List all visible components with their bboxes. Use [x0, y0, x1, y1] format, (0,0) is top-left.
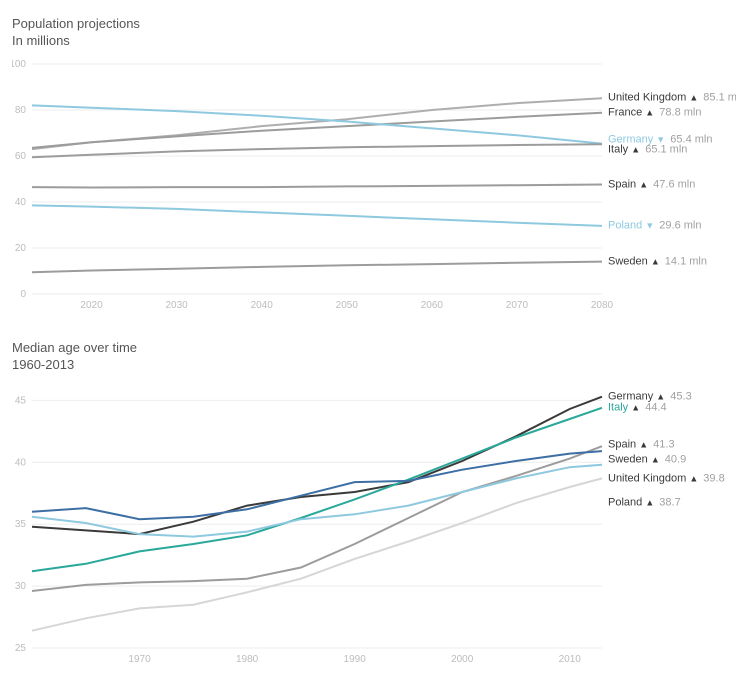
svg-text:2060: 2060 [421, 300, 444, 311]
svg-text:20: 20 [15, 243, 27, 254]
series-line [32, 408, 602, 571]
svg-text:45: 45 [15, 395, 27, 406]
chart-subtitle: In millions [12, 33, 736, 48]
svg-text:40: 40 [15, 457, 27, 468]
chart-plot: 253035404519701980199020002010Germany ▲ … [12, 378, 724, 678]
chart-svg: 25 30 35 40 45 1970 1980 1990 2000 2010 [12, 378, 724, 678]
chart-subtitle: 1960-2013 [12, 357, 736, 372]
svg-text:2000: 2000 [451, 654, 474, 665]
series-line [32, 98, 602, 149]
svg-text:2020: 2020 [80, 300, 103, 311]
series-line [32, 185, 602, 188]
svg-text:2030: 2030 [166, 300, 189, 311]
series-line [32, 451, 602, 519]
svg-text:2050: 2050 [336, 300, 359, 311]
svg-text:25: 25 [15, 643, 27, 654]
svg-text:30: 30 [15, 581, 27, 592]
svg-text:80: 80 [15, 105, 27, 116]
chart-title: Population projections [12, 16, 736, 31]
population-projections-chart: Population projections In millions 02040… [0, 0, 736, 324]
svg-text:100: 100 [12, 59, 26, 70]
series-line [32, 397, 602, 534]
series-line [32, 105, 602, 143]
svg-text:60: 60 [15, 151, 27, 162]
svg-text:1980: 1980 [236, 654, 259, 665]
svg-text:0: 0 [20, 289, 26, 300]
series-line [32, 113, 602, 148]
median-age-chart: Median age over time 1960-2013 25 30 35 40 4… [0, 324, 736, 678]
svg-text:35: 35 [15, 519, 27, 530]
svg-text:40: 40 [15, 197, 27, 208]
series-line [32, 205, 602, 226]
svg-text:2010: 2010 [559, 654, 582, 665]
chart-plot: 0204060801002020203020402050206020702080… [12, 54, 724, 324]
series-line [32, 478, 602, 630]
chart-title: Median age over time [12, 340, 736, 355]
svg-text:1990: 1990 [344, 654, 367, 665]
series-line [32, 262, 602, 273]
svg-text:1970: 1970 [128, 654, 151, 665]
svg-text:2040: 2040 [251, 300, 274, 311]
svg-text:2070: 2070 [506, 300, 529, 311]
series-line [32, 144, 602, 157]
chart-svg: 0204060801002020203020402050206020702080 [12, 54, 724, 324]
svg-text:2080: 2080 [591, 300, 614, 311]
